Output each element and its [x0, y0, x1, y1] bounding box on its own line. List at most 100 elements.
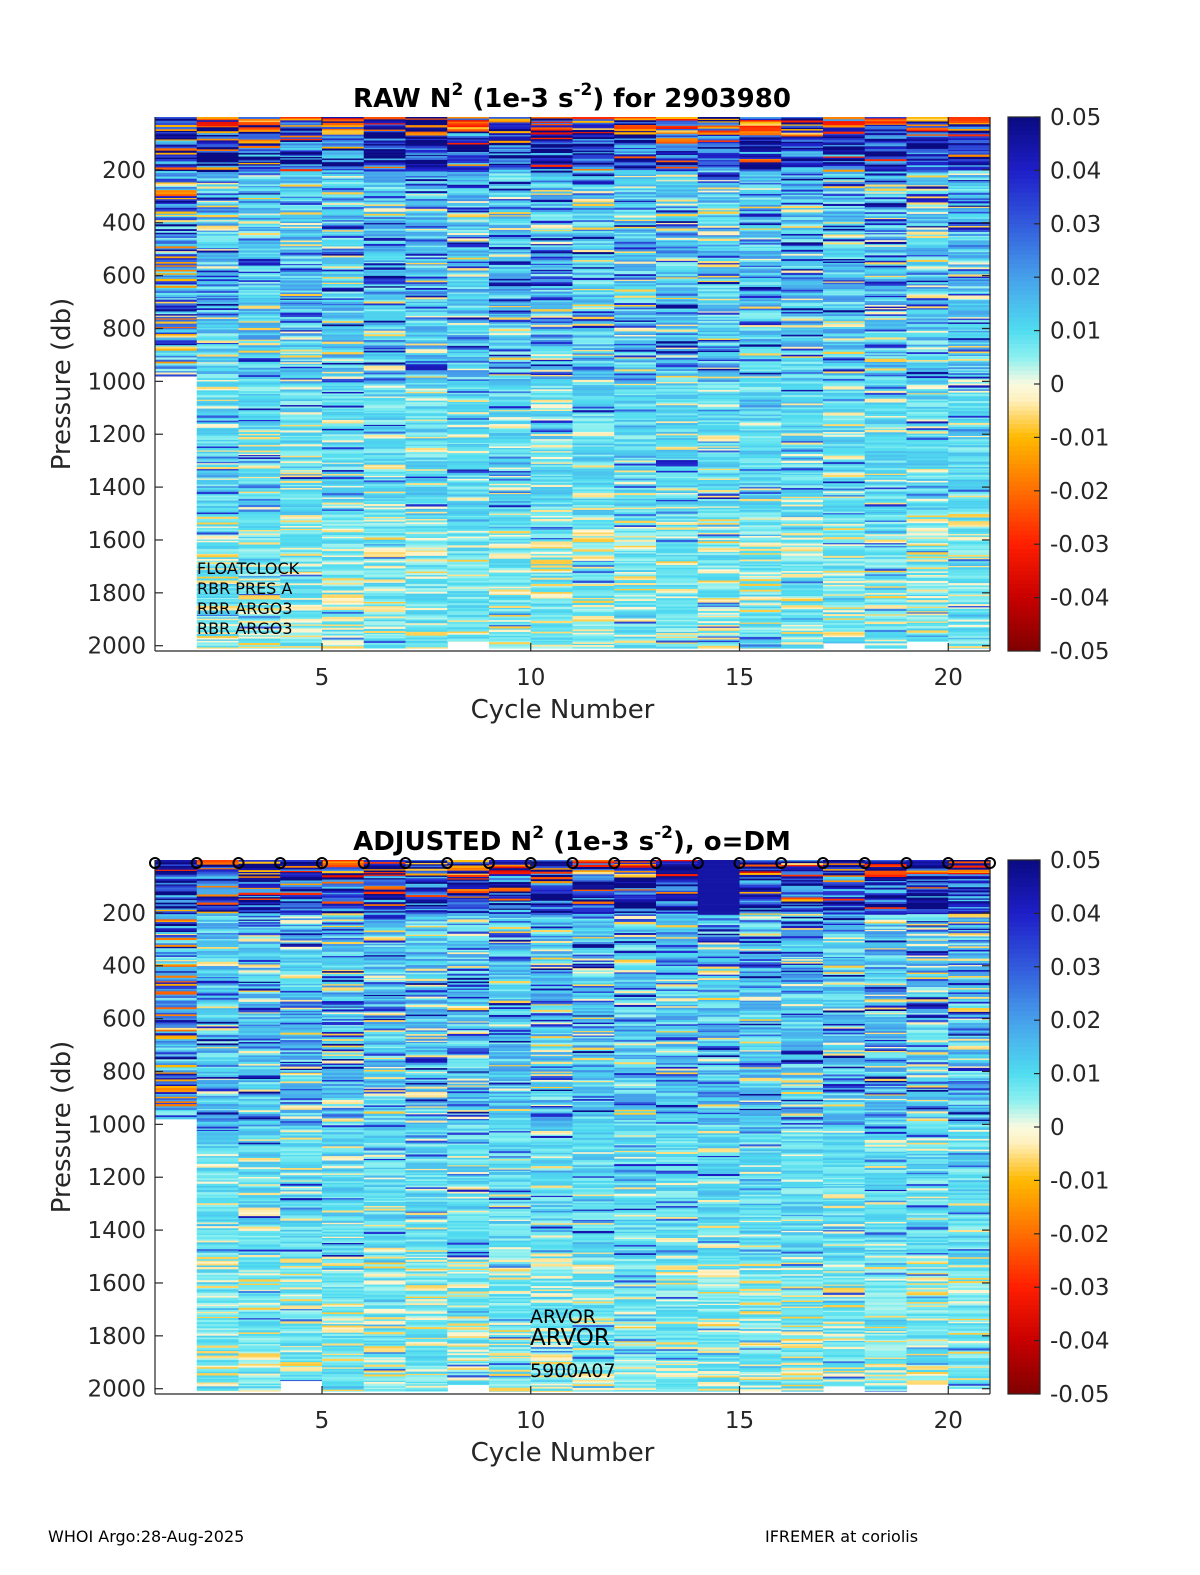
heat-cell	[405, 528, 448, 531]
heat-cell	[155, 312, 198, 315]
heat-cell	[322, 310, 365, 313]
heat-cell	[572, 430, 615, 433]
heat-cell	[280, 142, 323, 144]
heat-cell	[656, 127, 699, 130]
heat-cell	[697, 467, 741, 470]
heat-cell	[697, 248, 741, 250]
heat-cell	[530, 190, 574, 192]
heat-cell	[447, 120, 490, 122]
heat-cell	[489, 236, 532, 240]
heat-cell	[363, 586, 407, 590]
heat-cell	[405, 393, 448, 396]
heat-cell	[238, 571, 281, 575]
heat-cell	[322, 173, 365, 177]
heat-cell	[781, 525, 824, 528]
heat-cell	[405, 561, 448, 564]
heat-cell	[656, 419, 699, 422]
heat-cell	[196, 446, 240, 449]
heat-cell	[614, 466, 657, 470]
heat-cell	[322, 319, 365, 322]
heat-cell	[280, 606, 323, 609]
heat-cell	[530, 492, 574, 495]
heat-cell	[656, 460, 699, 463]
heat-cell	[405, 282, 448, 285]
heat-cell	[656, 409, 699, 413]
heat-cell	[363, 636, 407, 639]
heat-cell	[781, 594, 824, 597]
heat-cell	[530, 172, 574, 175]
heat-cell	[489, 118, 532, 122]
heat-cell	[656, 499, 699, 502]
heat-cell	[447, 535, 490, 538]
heat-cell	[322, 148, 365, 151]
heat-cell	[447, 195, 490, 197]
heat-cell	[489, 419, 532, 422]
heat-cell	[155, 246, 198, 249]
heat-cell	[405, 320, 448, 324]
heat-cell	[238, 147, 281, 150]
heat-cell	[530, 526, 574, 529]
heat-cell	[196, 162, 240, 164]
heat-cell	[656, 277, 699, 279]
heat-cell	[322, 578, 365, 581]
heat-cell	[280, 147, 323, 150]
heat-cell	[280, 385, 323, 388]
heat-cell	[196, 514, 240, 516]
heat-cell	[656, 273, 699, 277]
heat-cell	[697, 490, 741, 493]
heat-cell	[614, 549, 657, 552]
heat-cell	[697, 312, 741, 316]
heat-cell	[405, 513, 448, 516]
heat-cell	[572, 416, 615, 418]
heat-cell	[155, 345, 198, 347]
heat-cell	[572, 387, 615, 389]
heat-cell	[697, 493, 741, 497]
heat-cell	[781, 494, 824, 498]
heat-cell	[781, 517, 824, 520]
heat-cell	[280, 583, 323, 586]
heat-cell	[405, 118, 448, 120]
heat-cell	[697, 481, 741, 485]
heat-cell	[530, 139, 574, 141]
heat-cell	[489, 169, 532, 173]
heat-cell	[697, 532, 741, 535]
heat-cell	[697, 172, 741, 175]
heat-cell	[363, 460, 407, 463]
heat-cell	[781, 345, 824, 348]
heat-cell	[656, 379, 699, 383]
heat-cell	[280, 401, 323, 404]
heat-cell	[572, 357, 615, 360]
heat-cell	[823, 412, 866, 414]
heat-cell	[656, 470, 699, 473]
heat-cell	[196, 596, 240, 599]
heat-cell	[447, 305, 490, 308]
heat-cell	[572, 137, 615, 140]
heat-cell	[781, 478, 824, 481]
heat-cell	[363, 567, 407, 569]
heat-cell	[823, 353, 866, 356]
heat-cell	[405, 222, 448, 226]
heat-cell	[447, 581, 490, 583]
heat-cell	[572, 178, 615, 180]
heat-cell	[155, 133, 198, 135]
heat-cell	[363, 423, 407, 426]
heat-cell	[781, 475, 824, 478]
heat-cell	[447, 296, 490, 298]
heat-cell	[614, 323, 657, 327]
heat-cell	[196, 318, 240, 322]
heat-cell	[405, 255, 448, 258]
heat-cell	[530, 176, 574, 180]
heat-cell	[781, 346, 824, 349]
heat-cell	[322, 146, 365, 149]
heat-cell	[196, 298, 240, 300]
heat-cell	[322, 518, 365, 521]
heat-cell	[322, 232, 365, 235]
heat-cell	[781, 584, 824, 587]
heat-cell	[781, 491, 824, 494]
heat-cell	[572, 156, 615, 159]
heat-cell	[697, 404, 741, 408]
heat-cell	[405, 500, 448, 504]
heat-cell	[405, 598, 448, 601]
heat-cell	[614, 561, 657, 563]
heat-cell	[781, 143, 824, 145]
